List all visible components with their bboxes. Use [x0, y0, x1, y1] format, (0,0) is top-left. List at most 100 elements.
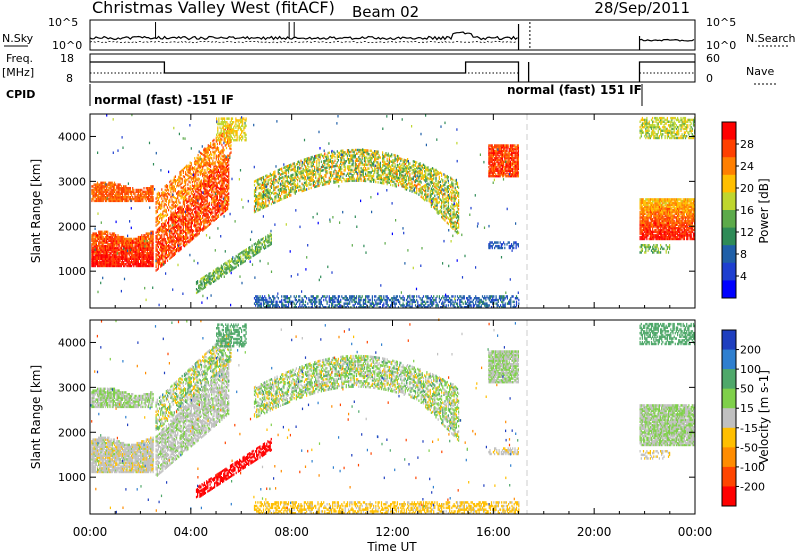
data-cell [104, 257, 107, 260]
data-cell [194, 216, 196, 219]
data-cell [424, 193, 426, 196]
data-cell [125, 187, 127, 190]
data-cell [410, 177, 412, 180]
data-cell [131, 190, 133, 194]
data-cell [181, 221, 183, 225]
data-cell [410, 188, 412, 191]
data-cell [257, 205, 259, 209]
data-cell [120, 257, 122, 260]
data-cell [174, 252, 176, 256]
data-cell [110, 235, 112, 239]
data-cell [109, 232, 111, 235]
data-cell [367, 163, 369, 167]
data-cell [214, 209, 216, 212]
data-cell [299, 179, 301, 183]
data-cell [274, 186, 276, 190]
data-cell [430, 203, 432, 207]
station-title: Christmas Valley West (fitACF) [92, 0, 335, 17]
data-cell [190, 221, 192, 224]
data-cell [102, 239, 104, 242]
data-cell [419, 163, 421, 167]
data-cell [197, 195, 199, 198]
data-cell [348, 177, 350, 181]
data-cell [336, 177, 338, 180]
data-cell [198, 208, 200, 212]
data-cell [135, 261, 137, 264]
data-cell [301, 170, 303, 173]
data-cell [116, 196, 118, 199]
data-cell [316, 167, 318, 170]
data-cell [189, 175, 191, 179]
data-cell [137, 261, 139, 264]
data-cell [225, 187, 228, 190]
data-cell [207, 175, 209, 179]
data-cell [92, 257, 94, 260]
data-cell [188, 205, 190, 208]
data-cell [194, 182, 196, 185]
data-cell [212, 215, 214, 218]
data-cell [430, 198, 432, 201]
data-cell [123, 244, 125, 248]
data-cell [421, 193, 423, 196]
data-cell [101, 262, 103, 266]
data-cell [177, 203, 179, 207]
data-cell [200, 163, 203, 166]
data-cell [340, 167, 342, 171]
data-cell [340, 176, 342, 180]
data-cell [171, 198, 173, 201]
data-cell [384, 178, 386, 182]
data-cell [373, 151, 375, 155]
data-cell [146, 232, 148, 235]
data-cell [370, 165, 372, 169]
data-cell [353, 152, 355, 155]
data-cell [432, 192, 434, 195]
data-cell [181, 236, 183, 239]
data-cell [163, 204, 165, 207]
data-cell [349, 165, 351, 168]
data-cell [132, 188, 134, 192]
data-cell [211, 169, 213, 173]
data-cell [377, 152, 379, 155]
data-cell [200, 201, 203, 204]
data-cell [188, 217, 190, 220]
data-cell [287, 169, 290, 173]
data-cell [185, 243, 187, 247]
data-cell [108, 259, 110, 262]
data-cell [196, 171, 198, 174]
data-cell [112, 241, 114, 244]
data-cell [212, 189, 214, 193]
data-cell [224, 206, 226, 209]
data-cell [318, 162, 320, 166]
data-cell [394, 163, 396, 166]
data-cell [95, 259, 97, 262]
data-cell [174, 214, 176, 218]
data-cell [193, 190, 195, 193]
data-cell [95, 243, 97, 246]
data-cell [283, 166, 285, 169]
data-cell [352, 159, 354, 163]
data-cell [328, 164, 330, 167]
data-cell [402, 179, 404, 183]
data-cell [275, 175, 277, 178]
data-cell [205, 226, 207, 229]
data-cell [160, 249, 162, 252]
data-cell [327, 160, 329, 164]
data-cell [133, 192, 135, 195]
data-cell [98, 250, 100, 253]
data-cell [362, 154, 364, 157]
data-cell [180, 236, 182, 240]
data-cell [141, 262, 143, 266]
data-cell [128, 237, 130, 241]
data-cell [409, 166, 411, 169]
data-cell [164, 232, 166, 236]
data-cell [142, 253, 144, 257]
data-cell [123, 264, 125, 268]
data-cell [178, 226, 180, 229]
data-cell [336, 180, 338, 184]
data-cell [418, 166, 420, 169]
data-cell [217, 159, 220, 163]
data-cell [197, 218, 199, 222]
data-cell [228, 197, 230, 201]
data-cell [298, 167, 300, 171]
data-cell [208, 171, 211, 175]
